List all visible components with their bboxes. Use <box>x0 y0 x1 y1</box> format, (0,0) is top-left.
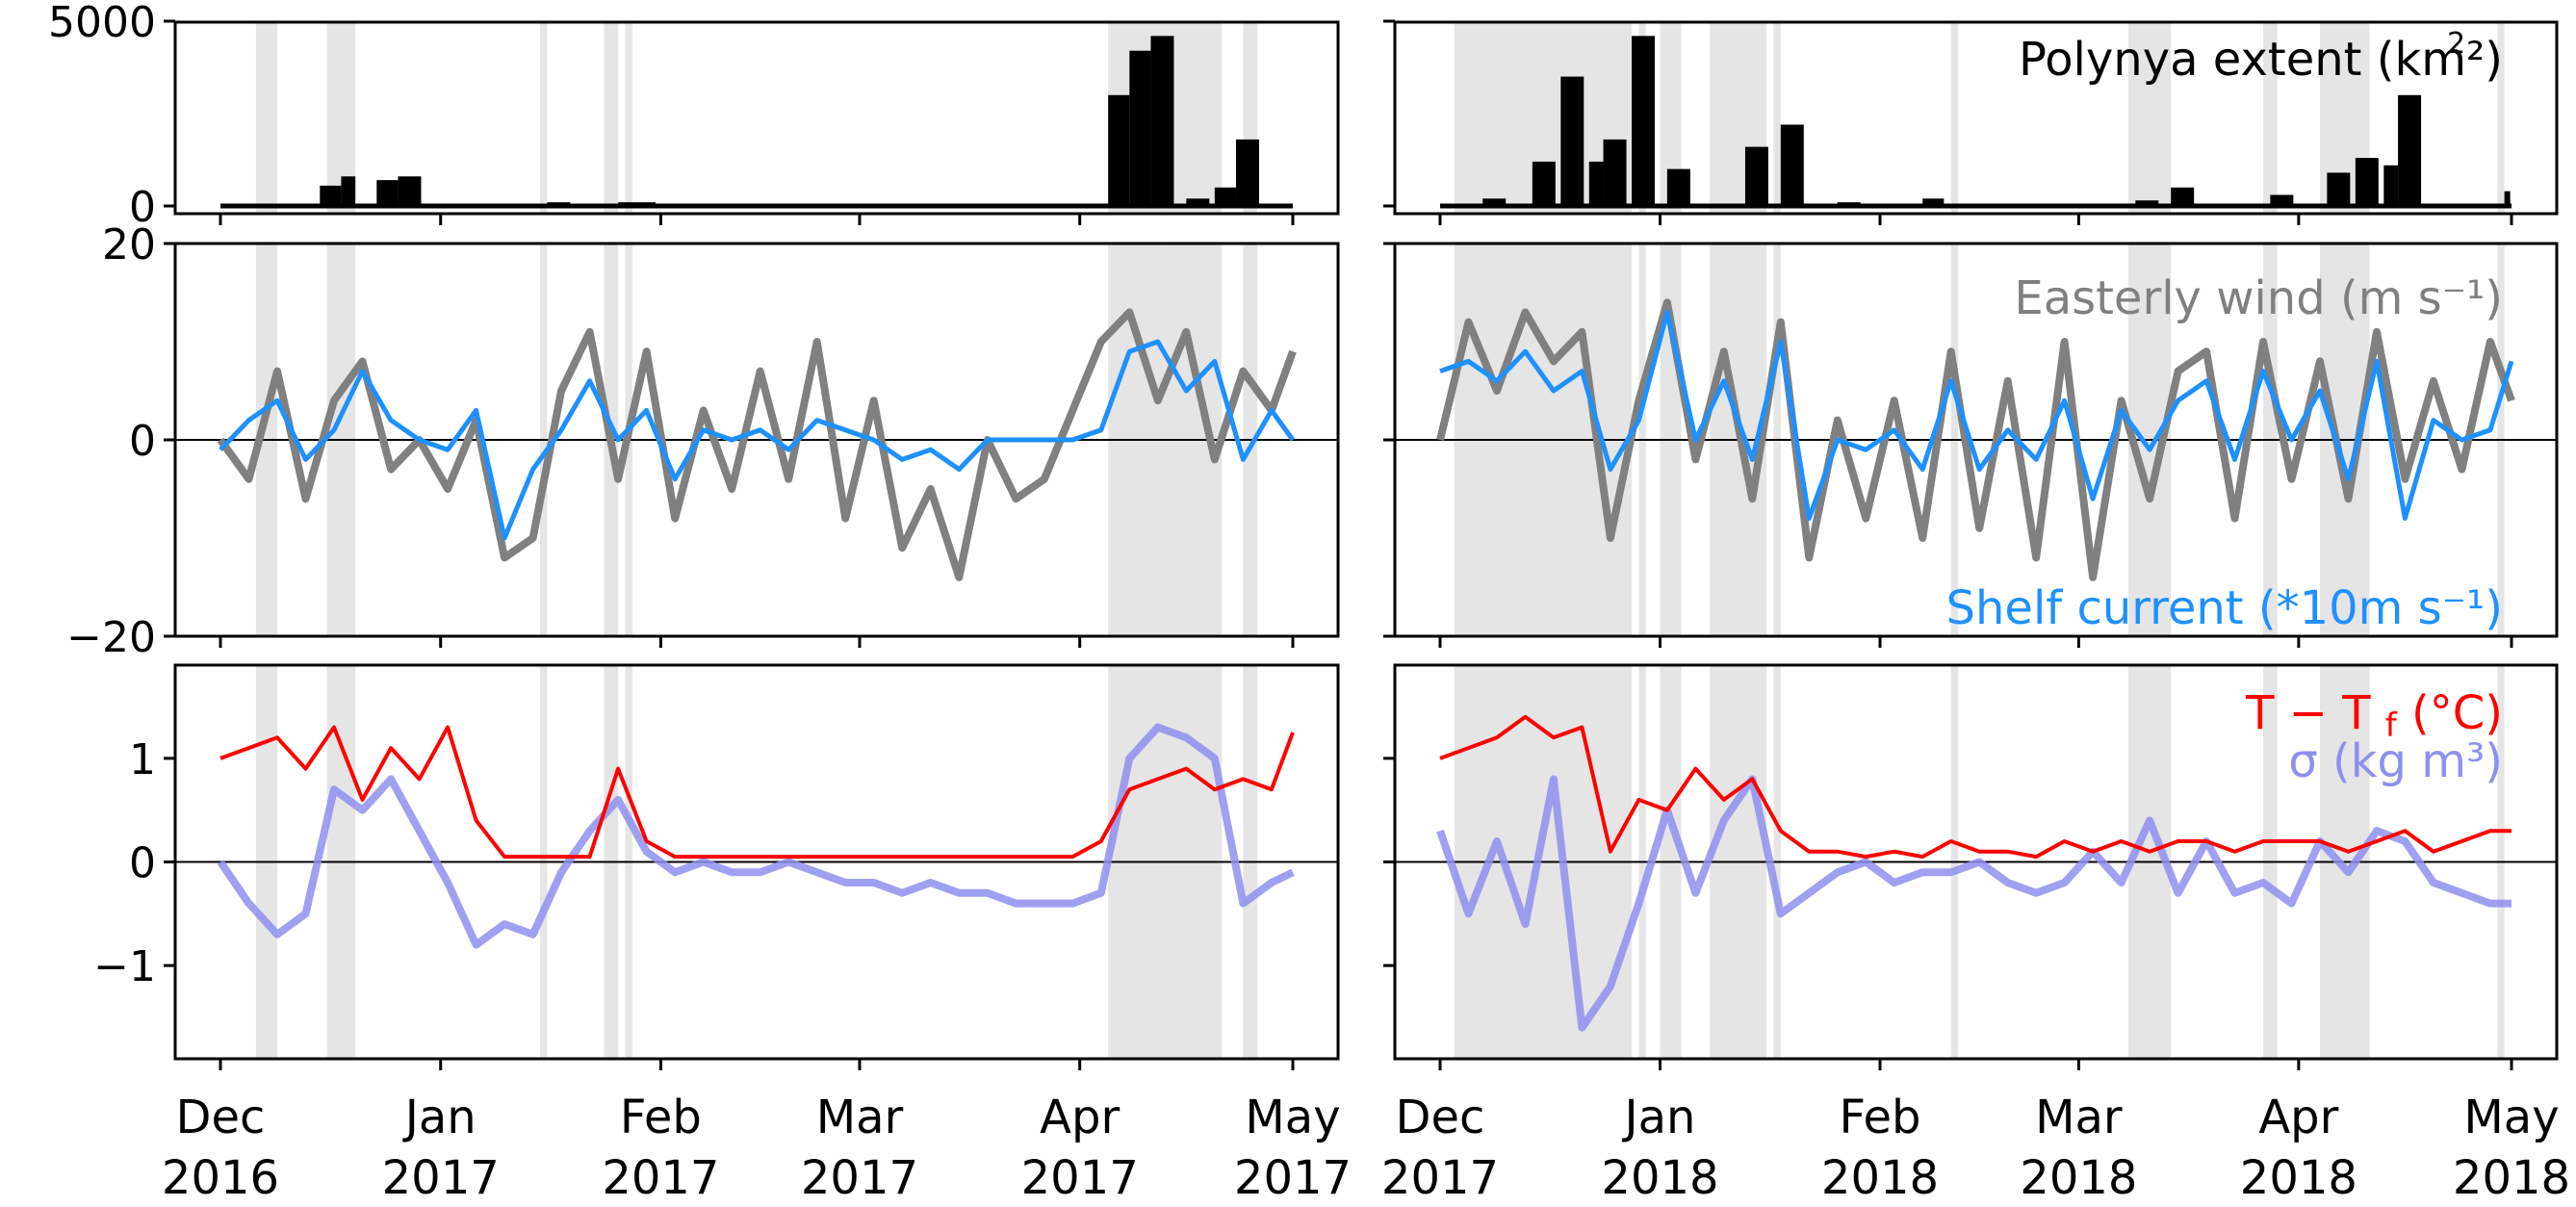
polynya-label-superscript: 2 <box>2447 27 2465 61</box>
polynya-bar <box>1482 198 1507 206</box>
x-tick-label-month: Dec <box>1396 1091 1485 1144</box>
x-tick-label-year: 2017 <box>1234 1151 1352 1205</box>
y-tick-label: 0 <box>129 417 156 466</box>
x-tick-label-year: 2018 <box>1601 1151 1718 1205</box>
series-line-density <box>1436 775 2512 1032</box>
polynya-bar <box>2383 165 2399 206</box>
shaded-period <box>2127 22 2172 214</box>
x-tick-label-year: 2018 <box>2453 1151 2570 1205</box>
polynya-bar <box>1780 124 1804 206</box>
polynya-bar <box>1129 50 1151 206</box>
y-tick-label: −20 <box>66 613 156 662</box>
polynya-bar <box>2135 200 2159 206</box>
density-label: σ (kg m³) <box>2288 734 2503 788</box>
series-line-current <box>1439 309 2514 522</box>
x-tick-label-year: 2017 <box>382 1151 500 1205</box>
polynya-bar <box>1603 139 1627 206</box>
polynya-bar <box>2504 191 2511 206</box>
polynya-bar <box>341 176 356 206</box>
x-tick-label-year: 2018 <box>1821 1151 1939 1205</box>
polynya-bar <box>376 180 399 206</box>
shaded-period <box>1660 22 1682 214</box>
series-line-temperature <box>1439 714 2512 860</box>
shaded-period <box>2263 22 2278 214</box>
x-tick-label-month: May <box>1245 1091 1340 1144</box>
x-tick-label-month: Mar <box>2035 1091 2123 1144</box>
temp-label-unit: (°C) <box>2411 686 2503 740</box>
temp-label: T − T f (°C) <box>2245 686 2503 748</box>
shaded-period <box>539 22 548 214</box>
x-tick-label-year: 2017 <box>801 1151 918 1205</box>
panel-temp-density-2017: Dec 2017 Jan 2018 Feb 2018 Mar 2018 Apr 2018 May 20… <box>1381 663 2570 1205</box>
polynya-bar <box>1632 36 1656 206</box>
polynya-bar <box>1532 161 1556 206</box>
temp-label-sub: f <box>2385 706 2398 745</box>
y-tick-label: 0 <box>129 839 156 888</box>
x-tick-label-month: Mar <box>816 1091 904 1144</box>
x-tick-label-year: 2017 <box>1021 1151 1139 1205</box>
polynya-bar <box>320 185 342 206</box>
shaded-period <box>1773 22 1781 214</box>
current-label: Shelf current (*10m s⁻¹) <box>1946 581 2503 635</box>
x-tick-label-month: May <box>2463 1091 2559 1144</box>
polynya-bar <box>398 176 422 206</box>
x-tick-label-year: 2016 <box>162 1151 279 1205</box>
polynya-bar <box>1108 94 1130 206</box>
x-tick-label-year: 2017 <box>602 1151 719 1205</box>
x-tick-label-month: Feb <box>1840 1091 1921 1144</box>
polynya-bar <box>2398 94 2422 206</box>
polynya-bar <box>1588 161 1604 206</box>
shaded-period <box>604 22 619 214</box>
series-line-current <box>219 339 1296 541</box>
x-tick-label-month: Apr <box>1040 1091 1120 1144</box>
y-tick-label: −1 <box>93 942 156 991</box>
polynya-bar <box>2270 194 2294 206</box>
y-tick-label: 5000 <box>48 0 156 47</box>
polynya-bar <box>1560 76 1584 206</box>
series-line-wind <box>217 308 1297 581</box>
y-tick-label: 20 <box>102 220 156 270</box>
shaded-period <box>2497 22 2505 214</box>
x-tick-label-month: Jan <box>402 1091 477 1144</box>
polynya-bar <box>1214 187 1236 206</box>
axes-frame <box>1393 20 2559 216</box>
panel-wind-current-2017 <box>1383 242 2559 648</box>
polynya-bar <box>1186 198 1210 206</box>
panel-polynya-2017 <box>1383 19 2559 225</box>
panels: 05000−20020−101Dec2016Jan2017Feb2017Mar2… <box>48 0 2570 1205</box>
shaded-period <box>1950 22 1959 214</box>
polynya-bar <box>1744 146 1768 206</box>
x-tick-label-year: 2017 <box>1381 1151 1499 1205</box>
polynya-label: Polynya extent (km²) <box>2019 33 2503 87</box>
series-line-temperature <box>219 725 1295 860</box>
x-tick-label-month: Apr <box>2258 1091 2338 1144</box>
panel-wind-current-2016: −20 0 20 <box>66 220 1340 662</box>
polynya-bar <box>2355 158 2379 206</box>
temp-label-main: T − T <box>2245 686 2371 740</box>
shaded-period <box>625 22 632 214</box>
x-tick-label-month: Jan <box>1621 1091 1695 1144</box>
y-tick-label: 1 <box>129 735 156 784</box>
polynya-bar <box>1235 139 1259 206</box>
panel-temp-density-2016: −1 0 1 Dec 2016 Jan 2017 Feb 2017 Mar 2017 Apr 2017 M… <box>93 663 1352 1205</box>
x-tick-label-month: Dec <box>176 1091 266 1144</box>
shaded-period <box>1165 22 1223 214</box>
y-tick-label: 0 <box>129 183 156 232</box>
polynya-bar <box>1922 198 1945 206</box>
shaded-period <box>255 22 278 214</box>
x-tick-label-month: Feb <box>620 1091 702 1144</box>
x-tick-label-year: 2018 <box>2020 1151 2137 1205</box>
polynya-bar <box>1150 36 1174 206</box>
polynya-bar <box>1666 168 1690 206</box>
panel-polynya-2016: 0 5000 <box>48 0 1340 232</box>
polynya-bar <box>2327 172 2351 206</box>
polynya-bar <box>2171 187 2195 206</box>
axes-frame <box>173 20 1340 216</box>
x-tick-label-year: 2018 <box>2240 1151 2357 1205</box>
wind-label: Easterly wind (m s⁻¹) <box>2014 271 2503 325</box>
